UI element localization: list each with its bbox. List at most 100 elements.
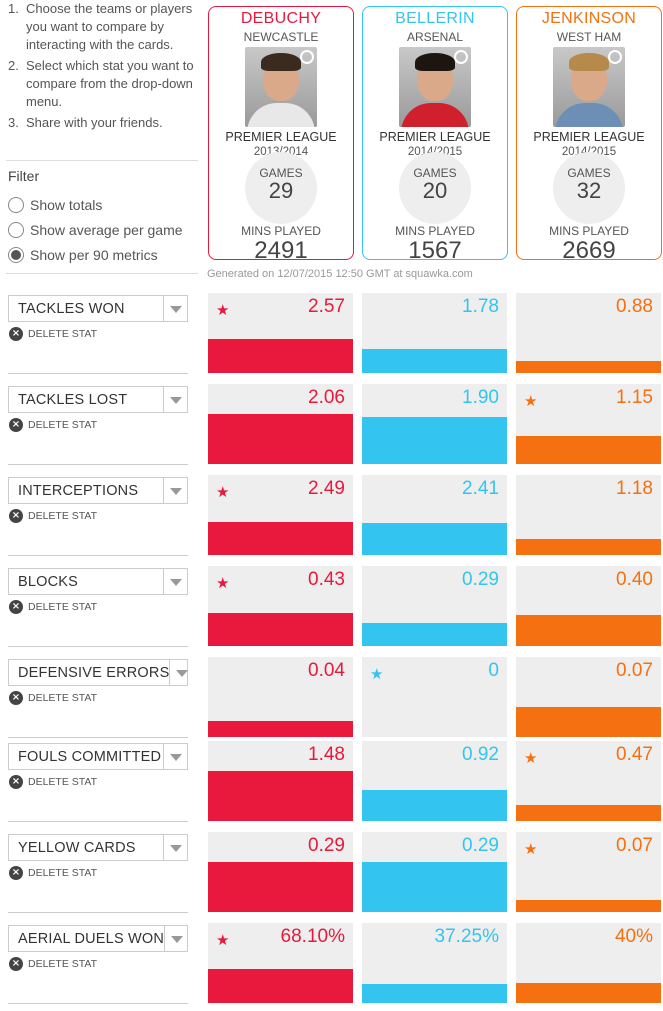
stat-value: 0.47 <box>616 744 653 765</box>
stat-dropdown[interactable]: TACKLES WON <box>8 295 188 322</box>
player-photo <box>399 47 471 127</box>
filter-option-label: Show totals <box>30 196 103 213</box>
stat-cell-jenkinson: 0.88 <box>516 293 661 373</box>
chevron-down-icon[interactable] <box>163 569 187 594</box>
stat-cell-debuchy: ★ 2.57 <box>208 293 353 373</box>
star-icon: ★ <box>524 392 538 410</box>
swap-icon[interactable] <box>454 50 468 64</box>
chevron-down-icon[interactable] <box>163 387 187 412</box>
stat-cell-debuchy: 2.06 <box>208 384 353 464</box>
row-divider <box>8 373 188 374</box>
delete-stat-button[interactable]: × DELETE STAT <box>9 600 97 614</box>
radio-button[interactable] <box>8 221 24 238</box>
radio-button[interactable] <box>8 196 24 213</box>
swap-icon[interactable] <box>608 50 622 64</box>
stat-value: 68.10% <box>280 926 345 947</box>
stat-name: TACKLES WON <box>18 300 125 317</box>
filter-title: Filter <box>8 168 40 184</box>
player-name: BELLERIN <box>395 10 475 27</box>
games-value: 29 <box>268 178 294 203</box>
stat-bar <box>362 862 507 912</box>
filter-option[interactable]: Show per 90 metrics <box>8 242 198 267</box>
stat-dropdown[interactable]: INTERCEPTIONS <box>8 477 188 504</box>
stat-bar <box>516 436 661 464</box>
filter-option[interactable]: Show average per game <box>8 217 198 242</box>
chevron-down-icon[interactable] <box>163 296 187 321</box>
games-circle: GAMES 29 <box>245 152 317 224</box>
filter-option-label: Show average per game <box>30 221 183 238</box>
stat-bar <box>362 984 507 1003</box>
step-text: Choose the teams or players you want to … <box>26 1 193 52</box>
chevron-down-icon[interactable] <box>163 835 187 860</box>
league-name: PREMIER LEAGUE <box>533 130 645 144</box>
delete-stat-button[interactable]: × DELETE STAT <box>9 866 97 880</box>
stat-cell-bellerin: ★ 0 <box>362 657 507 737</box>
games-value: 32 <box>576 178 602 203</box>
delete-stat-label: DELETE STAT <box>28 510 98 522</box>
chevron-down-icon[interactable] <box>163 478 187 503</box>
chevron-down-icon[interactable] <box>163 744 187 769</box>
player-card-debuchy[interactable]: DEBUCHY NEWCASTLE PREMIER LEAGUE 2013/2014 G… <box>208 6 354 260</box>
row-divider <box>8 821 188 822</box>
player-name: JENKINSON <box>541 10 637 27</box>
league-name: PREMIER LEAGUE <box>225 130 337 144</box>
player-card-jenkinson[interactable]: JENKINSON WEST HAM PREMIER LEAGUE 2014/2015… <box>516 6 662 260</box>
divider <box>6 273 198 274</box>
row-divider <box>8 737 188 738</box>
swap-icon[interactable] <box>300 50 314 64</box>
stat-bar <box>362 790 507 821</box>
stat-name: AERIAL DUELS WON <box>18 930 165 947</box>
stat-name: TACKLES LOST <box>18 391 128 408</box>
stat-dropdown[interactable]: YELLOW CARDS <box>8 834 188 861</box>
radio-button[interactable] <box>8 246 24 263</box>
delete-stat-label: DELETE STAT <box>28 419 98 431</box>
row-divider <box>8 464 188 465</box>
delete-stat-label: DELETE STAT <box>28 601 98 613</box>
stat-name: INTERCEPTIONS <box>18 482 139 499</box>
stat-dropdown[interactable]: TACKLES LOST <box>8 386 188 413</box>
delete-stat-label: DELETE STAT <box>28 958 98 970</box>
close-icon: × <box>9 775 23 789</box>
stat-cell-debuchy: 1.48 <box>208 741 353 821</box>
chevron-down-icon[interactable] <box>164 926 187 951</box>
games-label: GAMES <box>413 166 457 180</box>
filter-option[interactable]: Show totals <box>8 192 198 217</box>
delete-stat-button[interactable]: × DELETE STAT <box>9 691 97 705</box>
stat-bar <box>362 523 507 555</box>
stat-dropdown[interactable]: FOULS COMMITTED <box>8 743 188 770</box>
step-text: Share with your friends. <box>26 115 163 130</box>
stat-cell-bellerin: 2.41 <box>362 475 507 555</box>
delete-stat-button[interactable]: × DELETE STAT <box>9 327 97 341</box>
stat-dropdown[interactable]: DEFENSIVE ERRORS <box>8 659 188 686</box>
stat-dropdown[interactable]: AERIAL DUELS WON <box>8 925 188 952</box>
games-circle: GAMES 20 <box>399 152 471 224</box>
chevron-down-icon[interactable] <box>169 660 188 685</box>
delete-stat-button[interactable]: × DELETE STAT <box>9 509 97 523</box>
stat-bar <box>362 417 507 464</box>
stat-bar <box>208 414 353 464</box>
stat-cell-bellerin: 1.78 <box>362 293 507 373</box>
delete-stat-button[interactable]: × DELETE STAT <box>9 957 97 971</box>
delete-stat-button[interactable]: × DELETE STAT <box>9 418 97 432</box>
delete-stat-label: DELETE STAT <box>28 328 98 340</box>
stat-value: 0.29 <box>462 569 499 590</box>
stat-cell-bellerin: 1.90 <box>362 384 507 464</box>
delete-stat-label: DELETE STAT <box>28 867 98 879</box>
close-icon: × <box>9 600 23 614</box>
player-card-bellerin[interactable]: BELLERIN ARSENAL PREMIER LEAGUE 2014/2015 GA… <box>362 6 508 260</box>
stat-cell-debuchy: ★ 68.10% <box>208 923 353 1003</box>
stat-value: 1.78 <box>462 296 499 317</box>
delete-stat-button[interactable]: × DELETE STAT <box>9 775 97 789</box>
stat-value: 2.57 <box>308 296 345 317</box>
filter-panel: Filter Show totals Show average per game S… <box>8 168 198 267</box>
stat-bar <box>516 900 661 912</box>
stat-value: 0.07 <box>616 660 653 681</box>
instruction-step: 3. Share with your friends. <box>8 114 198 132</box>
star-icon: ★ <box>216 931 230 949</box>
stat-name: FOULS COMMITTED <box>18 748 162 765</box>
stat-value: 0.92 <box>462 744 499 765</box>
generated-timestamp: Generated on 12/07/2015 12:50 GMT at squ… <box>207 268 473 280</box>
step-number: 2. <box>8 58 19 73</box>
stat-dropdown[interactable]: BLOCKS <box>8 568 188 595</box>
stat-bar <box>516 539 661 555</box>
